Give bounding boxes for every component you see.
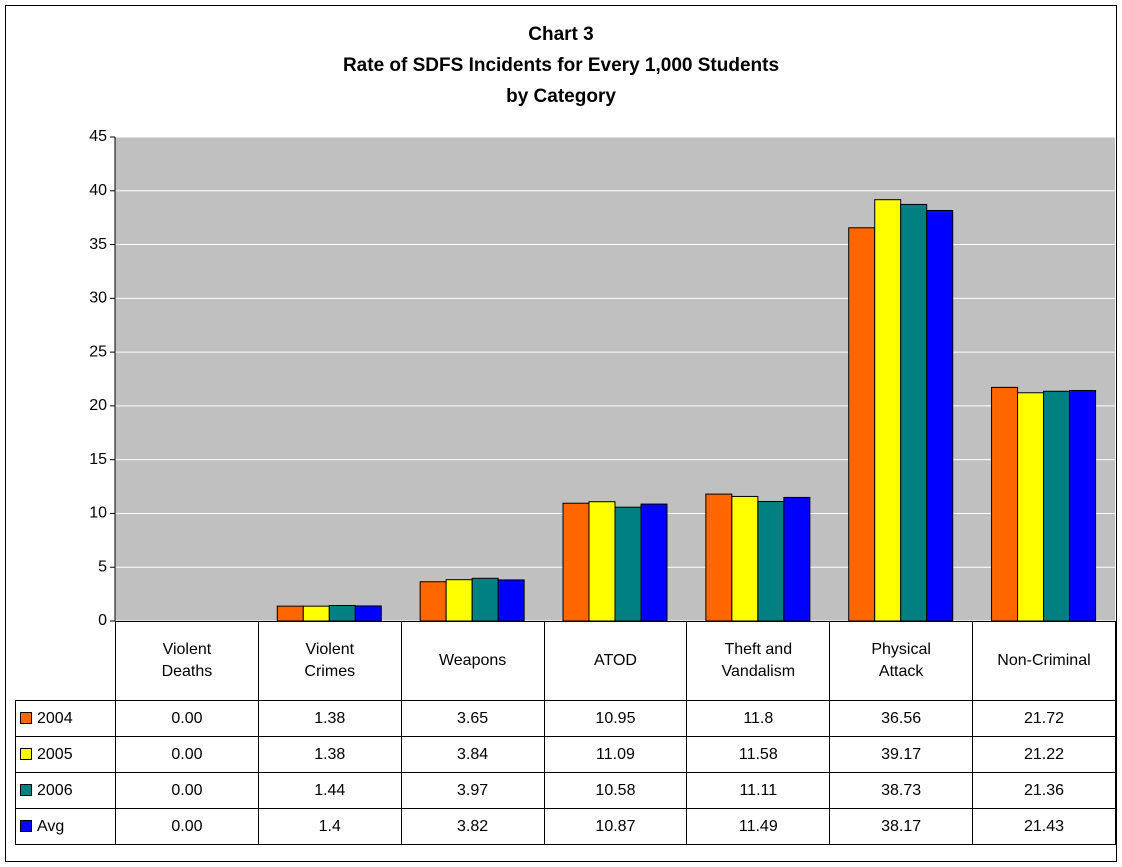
y-tick-label: 30 xyxy=(89,290,107,307)
data-label: 3.84 xyxy=(400,736,545,773)
x-tick-label: Violent Deaths xyxy=(161,641,213,680)
bar xyxy=(757,501,785,622)
bar xyxy=(926,209,954,622)
legend-key xyxy=(20,747,32,760)
legend-label: 2004 xyxy=(37,709,73,727)
data-label: 10.87 xyxy=(543,808,688,845)
bar xyxy=(445,579,473,622)
bar xyxy=(848,227,876,622)
y-tick-label: 10 xyxy=(89,505,107,522)
bar xyxy=(900,203,928,622)
legend-key xyxy=(20,783,32,796)
y-tick-label: 5 xyxy=(98,558,107,575)
bar xyxy=(783,496,811,622)
data-label: 21.36 xyxy=(972,772,1116,809)
data-label: 11.58 xyxy=(686,736,831,773)
y-tick-label: 35 xyxy=(89,236,107,253)
legend-cell: Avg xyxy=(15,808,116,845)
y-tick-label: 0 xyxy=(98,612,107,629)
category-cell: Weapons xyxy=(400,621,545,701)
bar xyxy=(471,577,499,622)
data-label: 21.22 xyxy=(972,736,1116,773)
x-tick-label: Physical Attack xyxy=(871,641,931,680)
legend-key xyxy=(20,819,32,832)
bar xyxy=(1043,390,1071,622)
data-label: 1.4 xyxy=(257,808,402,845)
data-label: 0.00 xyxy=(115,700,259,737)
bar xyxy=(328,605,356,622)
legend-label: Avg xyxy=(37,817,65,835)
category-cell: Non-Criminal xyxy=(972,621,1116,701)
series-row: Avg 0.00 1.4 3.82 10.87 11.49 38.17 21.43 xyxy=(15,808,1116,845)
data-label: 38.73 xyxy=(829,772,974,809)
chart-title: Chart 3 xyxy=(528,24,593,45)
bar xyxy=(874,199,902,622)
data-label: 0.00 xyxy=(115,772,259,809)
bar xyxy=(991,386,1019,622)
data-label: 11.49 xyxy=(686,808,831,845)
bar xyxy=(497,579,525,622)
data-label: 11.8 xyxy=(686,700,831,737)
series-row: 2006 0.00 1.44 3.97 10.58 11.11 38.73 21.36 xyxy=(15,772,1116,809)
legend-cell: 2006 xyxy=(15,772,116,809)
data-label: 1.44 xyxy=(257,772,402,809)
y-tick-label: 25 xyxy=(89,343,107,360)
bar xyxy=(354,605,382,622)
data-label: 38.17 xyxy=(829,808,974,845)
x-tick-label: Theft and Vandalism xyxy=(721,641,796,680)
legend-label: 2005 xyxy=(37,745,73,763)
data-label: 3.97 xyxy=(400,772,545,809)
data-label: 36.56 xyxy=(829,700,974,737)
legend-cell: 2005 xyxy=(15,736,116,773)
data-label: 0.00 xyxy=(115,808,259,845)
bar xyxy=(731,495,759,622)
category-cell: Violent Deaths xyxy=(115,621,259,701)
x-tick-label: ATOD xyxy=(593,652,637,669)
data-label: 1.38 xyxy=(257,736,402,773)
y-tick-label: 40 xyxy=(89,182,107,199)
category-cell: Theft and Vandalism xyxy=(686,621,831,701)
chart-title: Rate of SDFS Incidents for Every 1,000 S… xyxy=(343,55,779,76)
category-cell: Violent Crimes xyxy=(257,621,402,701)
x-tick-label: Violent Crimes xyxy=(304,641,356,680)
data-label: 11.11 xyxy=(686,772,831,809)
data-label: 21.43 xyxy=(972,808,1116,845)
bar xyxy=(640,503,668,622)
data-label: 39.17 xyxy=(829,736,974,773)
data-label: 1.38 xyxy=(257,700,402,737)
category-cell: Physical Attack xyxy=(829,621,974,701)
data-label: 3.65 xyxy=(400,700,545,737)
category-cell: ATOD xyxy=(543,621,688,701)
bar xyxy=(276,605,304,622)
bar xyxy=(588,501,616,622)
header-row: Violent Deaths Violent Crimes Weapons ATOD T… xyxy=(15,621,1116,701)
bar xyxy=(302,605,330,622)
bar xyxy=(614,506,642,622)
legend-label: 2006 xyxy=(37,781,73,799)
data-label: 3.82 xyxy=(400,808,545,845)
legend-cell: 2004 xyxy=(15,700,116,737)
y-tick-label: 15 xyxy=(89,451,107,468)
chart-title: by Category xyxy=(506,86,616,107)
data-label: 11.09 xyxy=(543,736,688,773)
bar xyxy=(562,502,590,622)
x-tick-label: Non-Criminal xyxy=(997,652,1091,669)
data-label: 10.58 xyxy=(543,772,688,809)
y-tick-label: 45 xyxy=(89,128,107,145)
data-label: 10.95 xyxy=(543,700,688,737)
data-label: 0.00 xyxy=(115,736,259,773)
data-table: Violent Deaths Violent Crimes Weapons ATOD T… xyxy=(15,621,1116,845)
series-row: 2004 0.00 1.38 3.65 10.95 11.8 36.56 21.72 xyxy=(15,700,1116,737)
x-tick-label: Weapons xyxy=(438,652,507,669)
bar xyxy=(705,493,733,622)
bar xyxy=(1069,390,1097,622)
bar xyxy=(1017,392,1045,622)
data-label: 21.72 xyxy=(972,700,1116,737)
y-tick-label: 20 xyxy=(89,397,107,414)
series-row: 2005 0.00 1.38 3.84 11.09 11.58 39.17 21.22 xyxy=(15,736,1116,773)
bar xyxy=(419,581,447,622)
blank-cell xyxy=(15,621,116,701)
legend-key xyxy=(20,711,32,724)
